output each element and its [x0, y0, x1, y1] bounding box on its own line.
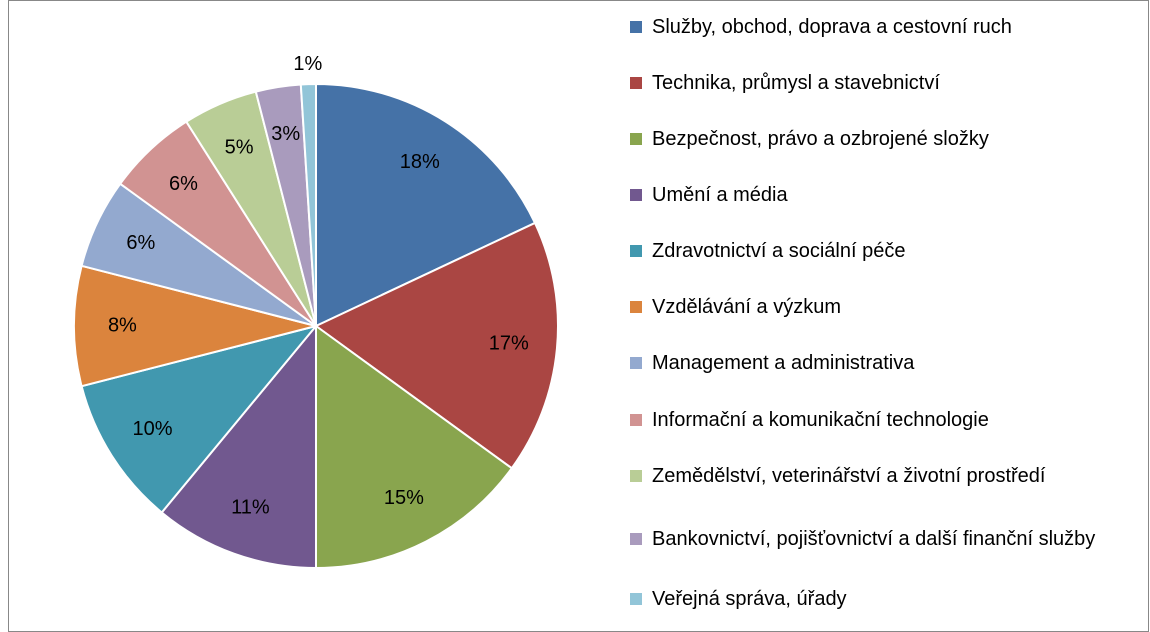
legend-label: Management a administrativa	[652, 352, 915, 374]
legend-swatch	[630, 21, 642, 33]
legend-swatch	[630, 593, 642, 605]
legend-item: Informační a komunikační technologie	[630, 404, 1110, 436]
data-label: 5%	[225, 137, 254, 159]
data-label: 6%	[126, 232, 155, 254]
data-label: 17%	[489, 333, 529, 355]
legend-swatch	[630, 357, 642, 369]
legend-item: Management a administrativa	[630, 347, 1110, 379]
legend-item: Bezpečnost, právo a ozbrojené složky	[630, 123, 1110, 155]
legend-item: Technika, průmysl a stavebnictví	[630, 67, 1110, 99]
data-label: 18%	[400, 151, 440, 173]
pie-slice	[315, 82, 537, 328]
legend-label: Umění a média	[652, 184, 788, 206]
legend-swatch	[630, 470, 642, 482]
legend-swatch	[630, 189, 642, 201]
legend-item: Veřejná správa, úřady	[630, 583, 1110, 615]
legend-label: Veřejná správa, úřady	[652, 588, 847, 610]
pie-slice	[80, 324, 319, 514]
legend-item: Bankovnictví, pojišťovnictví a další fin…	[630, 523, 1110, 555]
legend-label: Informační a komunikační technologie	[652, 409, 989, 431]
data-label: 3%	[271, 123, 300, 145]
legend-swatch	[630, 133, 642, 145]
data-label: 8%	[108, 314, 137, 336]
legend-item: Zemědělství, veterinářství a životní pro…	[630, 460, 1110, 492]
legend-item: Vzdělávání a výzkum	[630, 291, 1110, 323]
legend-label: Bankovnictví, pojišťovnictví a další fin…	[652, 528, 1096, 550]
legend-swatch	[630, 533, 642, 545]
legend-label: Služby, obchod, doprava a cestovní ruch	[652, 16, 1012, 38]
data-label: 10%	[133, 418, 173, 440]
pie-slice	[314, 221, 559, 470]
data-label: 11%	[231, 496, 270, 518]
legend-label: Bezpečnost, právo a ozbrojené složky	[652, 128, 989, 150]
legend-label: Technika, průmysl a stavebnictví	[652, 72, 940, 94]
pie-slice	[299, 82, 317, 327]
legend-item: Umění a média	[630, 179, 1110, 211]
pie-slice	[73, 264, 317, 388]
data-label: 6%	[169, 173, 198, 195]
data-label: 15%	[384, 487, 424, 509]
data-label: 1%	[293, 53, 322, 75]
legend-item: Služby, obchod, doprava a cestovní ruch	[630, 11, 1110, 43]
legend-label: Zdravotnictví a sociální péče	[652, 240, 906, 262]
pie-slice	[160, 323, 317, 570]
legend-swatch	[630, 77, 642, 89]
pie-slice	[315, 324, 514, 570]
legend-swatch	[630, 245, 642, 257]
legend-swatch	[630, 301, 642, 313]
legend-item: Zdravotnictví a sociální péče	[630, 235, 1110, 267]
legend-label: Vzdělávání a výzkum	[652, 296, 841, 318]
legend-label: Zemědělství, veterinářství a životní pro…	[652, 465, 1046, 487]
legend-swatch	[630, 414, 642, 426]
